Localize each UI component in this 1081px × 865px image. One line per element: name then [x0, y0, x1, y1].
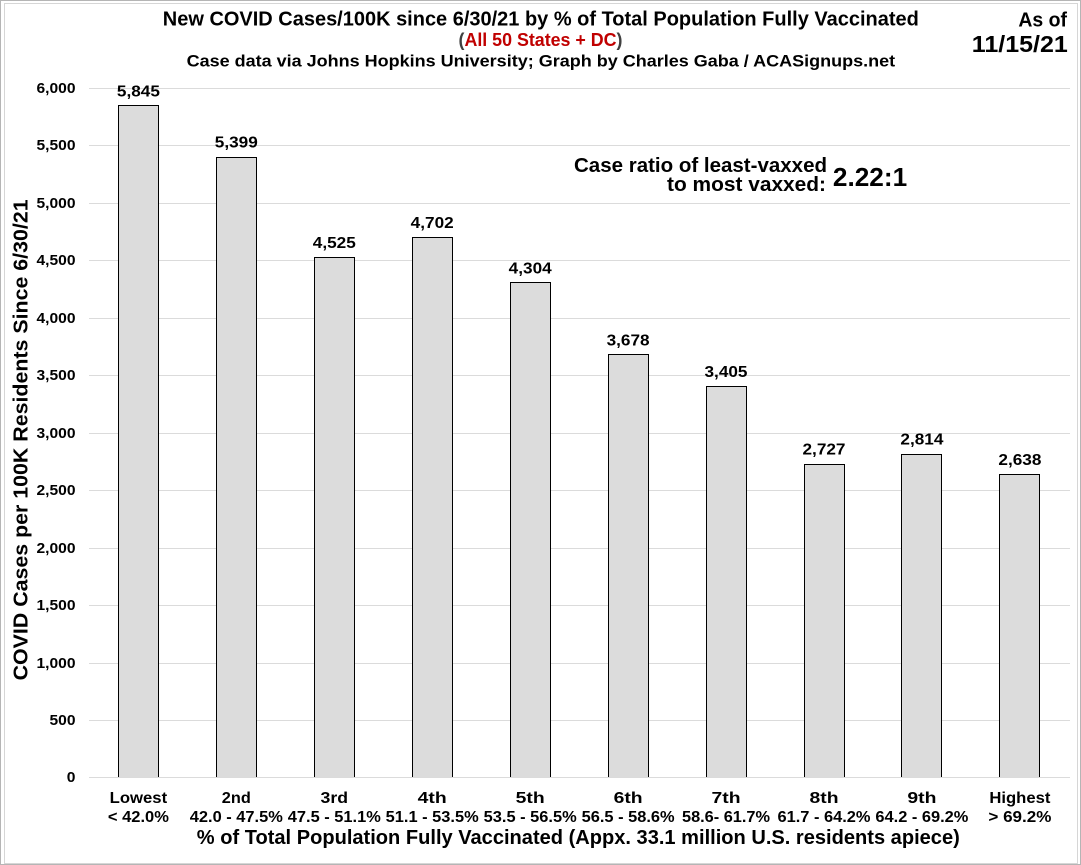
svg-text:2,814: 2,814: [900, 432, 943, 449]
svg-text:64.2 - 69.2%: 64.2 - 69.2%: [875, 809, 968, 826]
svg-text:2,000: 2,000: [37, 541, 76, 557]
svg-text:3,500: 3,500: [37, 368, 76, 384]
svg-text:6th: 6th: [614, 790, 643, 807]
svg-text:5,845: 5,845: [117, 83, 160, 100]
svg-text:8th: 8th: [810, 790, 839, 807]
svg-text:4,000: 4,000: [37, 311, 76, 327]
svg-text:500: 500: [50, 713, 76, 729]
svg-text:5,399: 5,399: [215, 135, 258, 152]
svg-text:61.7 - 64.2%: 61.7 - 64.2%: [778, 809, 871, 826]
svg-text:Case data via Johns Hopkins Un: Case data via Johns Hopkins University; …: [187, 53, 896, 71]
svg-text:2nd: 2nd: [222, 790, 251, 807]
svg-text:3,678: 3,678: [607, 332, 650, 349]
svg-text:51.1 - 53.5%: 51.1 - 53.5%: [386, 809, 479, 826]
svg-text:53.5 - 56.5%: 53.5 - 56.5%: [484, 809, 577, 826]
svg-text:42.0 - 47.5%: 42.0 - 47.5%: [190, 809, 283, 826]
svg-text:2,500: 2,500: [37, 483, 76, 499]
svg-text:New COVID Cases/100K since 6/3: New COVID Cases/100K since 6/30/21 by % …: [163, 9, 919, 31]
svg-text:As of: As of: [1018, 10, 1067, 32]
svg-text:5th: 5th: [516, 790, 545, 807]
svg-text:3rd: 3rd: [321, 790, 349, 807]
svg-text:(All 50 States + DC): (All 50 States + DC): [459, 30, 623, 50]
svg-text:Case ratio of least-vaxxed: Case ratio of least-vaxxed: [574, 155, 827, 177]
svg-text:> 69.2%: > 69.2%: [988, 809, 1051, 826]
svg-text:58.6- 61.7%: 58.6- 61.7%: [682, 809, 770, 826]
svg-text:1,000: 1,000: [37, 656, 76, 672]
svg-text:COVID Cases per 100K Residents: COVID Cases per 100K Residents Since 6/3…: [9, 199, 32, 680]
svg-text:56.5 - 58.6%: 56.5 - 58.6%: [582, 809, 675, 826]
svg-text:2,638: 2,638: [998, 452, 1041, 469]
svg-text:5,000: 5,000: [37, 196, 76, 212]
svg-text:3,000: 3,000: [37, 426, 76, 442]
svg-text:4,525: 4,525: [313, 235, 356, 252]
svg-text:4th: 4th: [418, 790, 447, 807]
svg-text:5,500: 5,500: [37, 138, 76, 154]
svg-text:47.5 - 51.1%: 47.5 - 51.1%: [288, 809, 381, 826]
svg-text:4,500: 4,500: [37, 253, 76, 269]
svg-text:to most vaxxed:: to most vaxxed:: [667, 174, 826, 196]
svg-text:0: 0: [67, 770, 76, 786]
svg-text:6,000: 6,000: [37, 81, 76, 97]
svg-text:% of Total Population Fully Va: % of Total Population Fully Vaccinated (…: [197, 827, 960, 849]
svg-text:3,405: 3,405: [705, 364, 748, 381]
svg-text:4,304: 4,304: [509, 261, 552, 278]
svg-text:Lowest: Lowest: [110, 790, 168, 807]
svg-text:2.22:1: 2.22:1: [833, 162, 907, 192]
svg-text:2,727: 2,727: [803, 442, 846, 459]
svg-text:< 42.0%: < 42.0%: [108, 809, 169, 826]
svg-text:11/15/21: 11/15/21: [972, 31, 1068, 57]
svg-text:7th: 7th: [712, 790, 741, 807]
svg-text:9th: 9th: [907, 790, 936, 807]
svg-text:1,500: 1,500: [37, 598, 76, 614]
svg-text:Highest: Highest: [989, 790, 1051, 807]
svg-text:4,702: 4,702: [411, 215, 454, 232]
